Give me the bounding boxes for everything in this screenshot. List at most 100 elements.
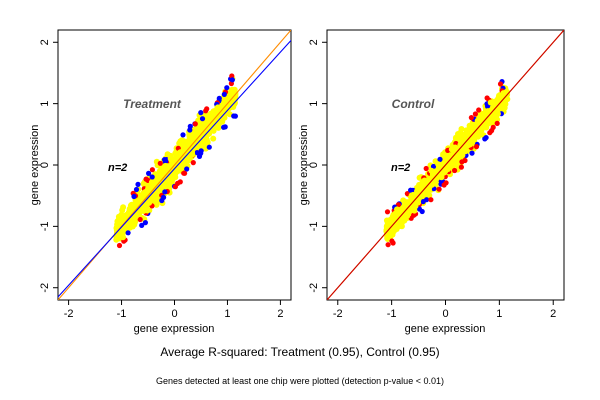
outlier-point-control [484, 95, 490, 101]
outlier-point-treatment [146, 170, 152, 176]
outlier-point-treatment [198, 148, 204, 154]
panel-title-treatment: Treatment [123, 97, 182, 111]
data-point-control [496, 96, 503, 103]
x-tick-label: 0 [171, 308, 177, 320]
data-point-control [451, 153, 458, 160]
y-axis-ticks-control: -2 -1 0 1 2 [308, 39, 327, 293]
data-point-control [489, 116, 495, 123]
data-point-control [447, 157, 454, 164]
data-point-control [428, 175, 435, 182]
outlier-point-control [384, 209, 391, 215]
panel-control: Control n=2 -2 -1 0 1 2 -2 -1 0 1 2 gene express… [298, 29, 565, 335]
data-point-control [462, 143, 469, 150]
outlier-point-treatment [142, 220, 148, 226]
data-point-control [389, 227, 396, 234]
outlier-point-treatment [232, 113, 238, 119]
data-point-control [487, 99, 494, 106]
outlier-point-control [485, 103, 491, 110]
data-point-control [437, 169, 444, 176]
y-tick-label: -1 [39, 221, 51, 231]
data-point-treatment [189, 150, 196, 157]
outlier-point-treatment [199, 116, 206, 122]
outlier-point-control [428, 197, 434, 203]
data-point-treatment [129, 205, 136, 211]
data-point-control [442, 159, 449, 166]
data-point-treatment [197, 124, 204, 131]
outlier-point-control [452, 167, 458, 174]
x-tick-label: 1 [224, 308, 230, 320]
outlier-point-treatment [192, 121, 198, 127]
n-label-control: n=2 [391, 162, 410, 174]
data-point-control [500, 103, 507, 110]
x-tick-label: -2 [64, 308, 74, 320]
outlier-point-treatment [116, 242, 123, 249]
outlier-point-control [420, 199, 426, 205]
data-point-treatment [121, 218, 128, 225]
outlier-point-treatment [181, 170, 187, 176]
outlier-point-control [489, 128, 495, 134]
y-tick-label: 2 [39, 39, 51, 45]
y-tick-label: 1 [39, 101, 51, 107]
outlier-point-treatment [203, 108, 209, 114]
outlier-point-treatment [198, 110, 204, 116]
outlier-point-treatment [161, 157, 168, 163]
outlier-point-control [497, 81, 504, 87]
outlier-point-control [385, 242, 391, 248]
data-point-control [401, 210, 408, 217]
outlier-point-treatment [224, 85, 230, 91]
outlier-point-control [494, 120, 500, 126]
data-point-treatment [120, 204, 127, 211]
data-point-control [470, 123, 477, 130]
data-point-control [453, 134, 459, 141]
data-point-control [416, 174, 423, 181]
fit-line-blue-treatment [58, 39, 291, 298]
outlier-point-treatment [143, 176, 149, 182]
outlier-point-treatment [187, 123, 193, 129]
data-point-control [406, 200, 413, 207]
outlier-point-treatment [184, 166, 190, 172]
outlier-point-treatment [137, 216, 143, 223]
outlier-point-control [416, 206, 422, 212]
outlier-point-control [430, 163, 437, 170]
data-point-treatment [177, 165, 184, 172]
outlier-point-treatment [159, 197, 165, 204]
data-point-control [435, 161, 442, 168]
x-tick-label: -2 [333, 308, 343, 320]
outlier-point-treatment [221, 91, 227, 97]
outlier-point-control [390, 240, 396, 246]
data-point-treatment [167, 155, 174, 162]
x-tick-label: 2 [550, 308, 556, 320]
outlier-point-treatment [196, 153, 203, 159]
outlier-point-control [423, 165, 429, 172]
outlier-point-control [437, 156, 443, 162]
outlier-point-control [482, 136, 488, 142]
x-axis-ticks-control: -2 -1 0 1 2 [333, 300, 556, 320]
data-point-treatment [210, 135, 217, 142]
outlier-point-treatment [135, 181, 141, 187]
outlier-point-control [441, 182, 447, 188]
outlier-point-control [469, 150, 475, 156]
fit-line-red-control [327, 30, 564, 300]
data-point-treatment [113, 227, 120, 234]
outlier-point-treatment [149, 167, 155, 173]
outlier-point-control [473, 144, 480, 150]
outlier-point-treatment [180, 132, 186, 138]
x-tick-label: 2 [277, 308, 283, 320]
outlier-point-treatment [206, 144, 212, 150]
outlier-point-treatment [216, 95, 222, 101]
data-point-control [431, 169, 438, 176]
y-tick-label: -2 [308, 283, 320, 293]
data-point-control [397, 221, 404, 228]
data-point-treatment [203, 126, 210, 133]
outlier-point-treatment [157, 160, 163, 166]
outlier-point-control [472, 111, 478, 117]
outlier-point-treatment [190, 160, 196, 166]
data-point-treatment [165, 163, 171, 170]
x-tick-label: 0 [442, 308, 448, 320]
data-point-control [392, 221, 398, 228]
y-axis-label-treatment: gene expression [29, 125, 41, 206]
data-point-treatment [144, 207, 151, 214]
y-tick-label: 0 [308, 162, 320, 168]
figure-caption: Average R-squared: Treatment (0.95), Con… [160, 345, 439, 359]
